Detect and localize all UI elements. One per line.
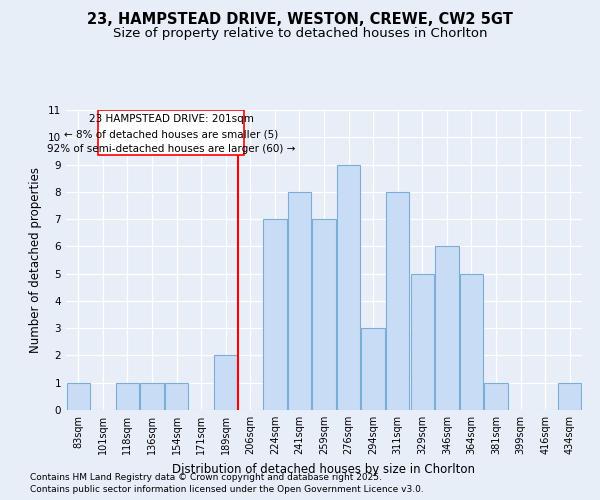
Bar <box>337 164 360 410</box>
Bar <box>435 246 458 410</box>
Bar <box>558 382 581 410</box>
Bar <box>484 382 508 410</box>
Text: 23, HAMPSTEAD DRIVE, WESTON, CREWE, CW2 5GT: 23, HAMPSTEAD DRIVE, WESTON, CREWE, CW2 … <box>87 12 513 28</box>
FancyBboxPatch shape <box>98 110 244 155</box>
Bar <box>116 382 139 410</box>
Bar <box>313 219 335 410</box>
Text: 92% of semi-detached houses are larger (60) →: 92% of semi-detached houses are larger (… <box>47 144 295 154</box>
Bar <box>67 382 90 410</box>
X-axis label: Distribution of detached houses by size in Chorlton: Distribution of detached houses by size … <box>173 462 476 475</box>
Bar <box>386 192 409 410</box>
Bar <box>361 328 385 410</box>
Text: Size of property relative to detached houses in Chorlton: Size of property relative to detached ho… <box>113 28 487 40</box>
Bar <box>263 219 287 410</box>
Bar <box>288 192 311 410</box>
Text: Contains public sector information licensed under the Open Government Licence v3: Contains public sector information licen… <box>30 485 424 494</box>
Y-axis label: Number of detached properties: Number of detached properties <box>29 167 43 353</box>
Bar <box>460 274 483 410</box>
Text: Contains HM Land Registry data © Crown copyright and database right 2025.: Contains HM Land Registry data © Crown c… <box>30 472 382 482</box>
Text: 23 HAMPSTEAD DRIVE: 201sqm: 23 HAMPSTEAD DRIVE: 201sqm <box>89 114 253 124</box>
Bar <box>165 382 188 410</box>
Bar <box>410 274 434 410</box>
Text: ← 8% of detached houses are smaller (5): ← 8% of detached houses are smaller (5) <box>64 129 278 139</box>
Bar <box>214 356 238 410</box>
Bar <box>140 382 164 410</box>
